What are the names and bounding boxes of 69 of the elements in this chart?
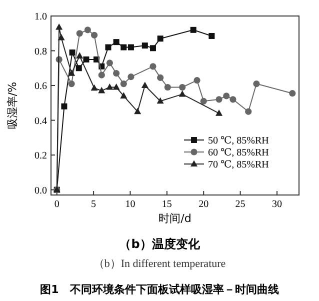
legend-label: 70 ℃, 85%RH (208, 160, 269, 170)
point (90, 84, 98, 91)
point (98, 86, 106, 94)
x-tick-label: 20 (198, 199, 209, 210)
point (141, 82, 148, 88)
point (76, 52, 84, 58)
x-tick-label: 25 (235, 199, 246, 210)
text: （b）温度变化 (119, 237, 201, 251)
point (128, 74, 134, 80)
legend-label: 50 ℃, 85%RH (208, 136, 269, 146)
x-tick-label: 10 (125, 199, 136, 210)
caption: 图1 不同环境条件下面板试样吸湿率－时间曲线 (40, 283, 279, 296)
x-tick-label: 30 (272, 199, 282, 210)
point (216, 110, 223, 116)
point (69, 49, 76, 56)
point (194, 77, 200, 84)
point (68, 80, 75, 88)
point (84, 26, 91, 34)
point (76, 65, 82, 72)
point (90, 32, 98, 38)
point (179, 84, 186, 91)
point (156, 97, 164, 104)
text: （b）In different temperature (93, 258, 226, 270)
point (128, 44, 134, 50)
point (68, 70, 76, 76)
y-tick-label: 0.4 (34, 116, 47, 127)
point (106, 83, 114, 90)
point (190, 26, 196, 33)
point (208, 32, 215, 39)
point (120, 80, 127, 88)
point (253, 80, 260, 88)
point (178, 90, 186, 97)
point (56, 23, 63, 30)
point (200, 98, 207, 104)
point (164, 84, 171, 91)
y-tick-label: 0.6 (34, 81, 47, 92)
point (142, 42, 148, 49)
point (113, 39, 120, 46)
y-tick-label: 0.2 (34, 150, 47, 162)
y-tick-label: 0.8 (34, 46, 47, 58)
point (98, 72, 105, 78)
point (105, 44, 112, 50)
x-tick-label: 15 (162, 199, 172, 210)
y-tick-label: 0.0 (34, 185, 47, 196)
point (289, 90, 296, 97)
point (120, 44, 127, 50)
point (223, 92, 230, 100)
point (120, 92, 128, 98)
point (150, 63, 156, 70)
x-tick-label: 0 (54, 199, 60, 210)
point (245, 108, 252, 115)
point (112, 83, 120, 90)
x-tick-label: 5 (91, 199, 96, 210)
point (157, 74, 164, 81)
point (58, 34, 65, 40)
point (106, 60, 113, 66)
point (134, 108, 142, 114)
y-tick-label: 1.0 (34, 12, 47, 22)
point (230, 96, 236, 103)
point (76, 30, 83, 37)
point (150, 45, 156, 52)
point (157, 36, 164, 42)
legend-label: 60 ℃, 85%RH (208, 148, 269, 158)
point (61, 103, 68, 110)
point (216, 96, 222, 103)
x-axis-title: 时间/d (158, 212, 192, 225)
point (113, 70, 120, 77)
y-axis-title: 吸湿率/% (6, 82, 19, 130)
point (83, 56, 90, 62)
